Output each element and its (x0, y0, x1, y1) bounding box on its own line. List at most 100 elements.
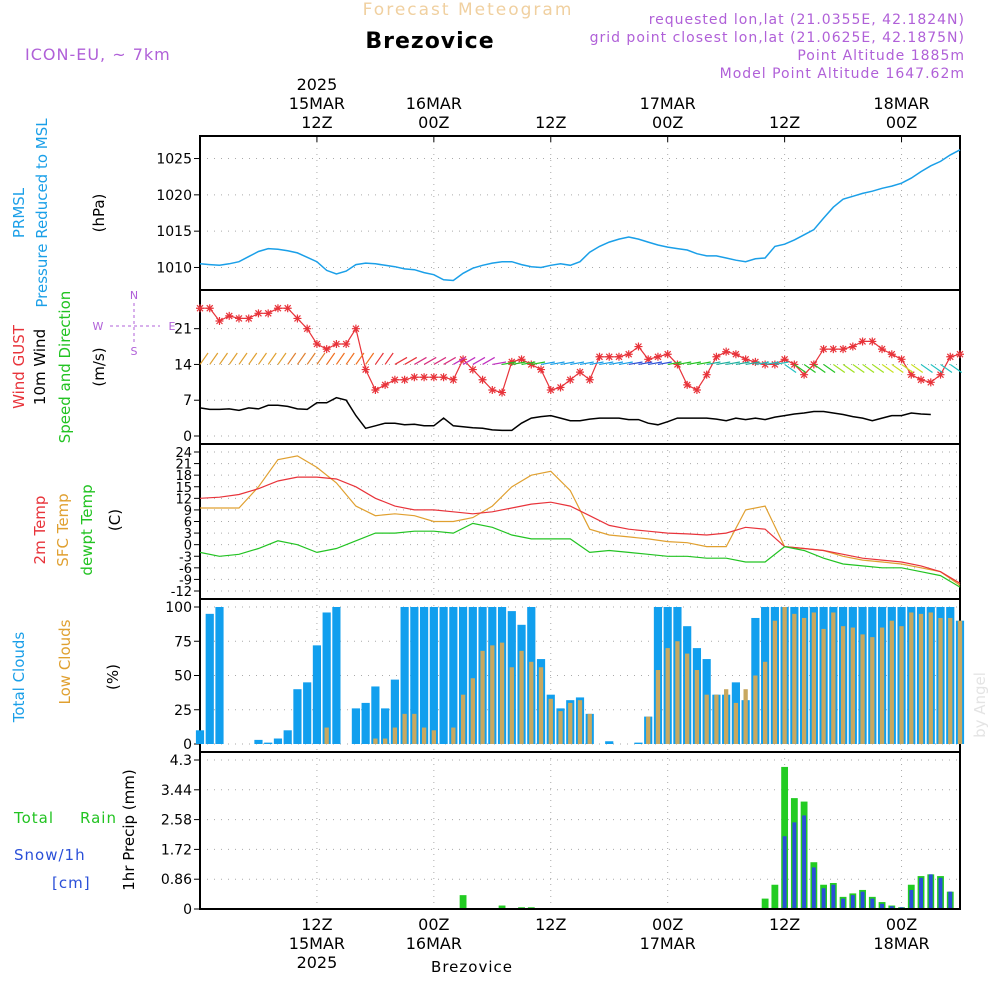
cloud-unit: (%) (104, 664, 122, 690)
low-cloud-bar (480, 650, 485, 744)
top-time-label: 12Z (301, 113, 332, 132)
low-cloud-bar (519, 650, 524, 744)
bottom-time-label: 12Z (301, 915, 332, 934)
low-cloud-bar (382, 738, 388, 744)
point-altitude: Point Altitude 1885m (797, 48, 965, 64)
wind-arrow (823, 363, 836, 373)
wind-arrow (589, 361, 604, 366)
wind-arrow (374, 352, 384, 365)
wind-arrow (209, 352, 219, 365)
gust-marker (215, 317, 224, 325)
gust-marker (605, 352, 614, 361)
wind-arrow (423, 356, 437, 365)
snow-bar (928, 874, 933, 909)
gust-marker (244, 314, 253, 323)
total-cloud-bar (293, 689, 302, 744)
wind-dir-label: Speed and Direction (56, 291, 74, 444)
wind-arrow (501, 361, 516, 366)
wind-arrow (394, 356, 408, 365)
top-time-label: 16MAR (406, 94, 462, 113)
gust-marker (576, 368, 584, 377)
temp-ytick-label: 6 (184, 516, 192, 531)
total-cloud-bar (273, 738, 283, 744)
total-clouds-label: Total Clouds (10, 632, 28, 724)
low-cloud-bar (821, 628, 826, 744)
total-cloud-bar (264, 742, 273, 744)
wind-arrow (433, 356, 447, 365)
gust-marker (780, 355, 789, 364)
gust-marker (741, 355, 750, 364)
sfc-label: SFC Temp (54, 493, 72, 566)
wind-arrow (550, 361, 565, 366)
temp-unit: (C) (106, 509, 124, 531)
low-cloud-bar (499, 642, 505, 744)
low-cloud-bar (675, 641, 680, 744)
compass-e: E (169, 320, 176, 333)
low-cloud-bar (801, 617, 807, 744)
wind-arrow (687, 361, 702, 366)
low-cloud-bar (431, 730, 436, 744)
wind-arrow (257, 352, 267, 365)
wind-arrow (492, 361, 507, 366)
wind-arrow (248, 352, 258, 365)
wind-arrow (862, 363, 875, 373)
gust-marker (809, 360, 818, 369)
precip-unit: 1hr Precip (mm) (120, 769, 138, 890)
bottom-time-label: 12Z (535, 915, 566, 934)
snow-bar (889, 906, 894, 909)
wind-arrow (832, 363, 846, 373)
footer-location: Brezovice (431, 958, 513, 976)
wind-arrow (579, 361, 594, 366)
wind-arrow (531, 361, 546, 366)
total-cloud-bar (468, 607, 477, 744)
prmsl-label: PRMSL (10, 187, 28, 238)
low-cloud-bar (558, 711, 563, 744)
wind-arrow (482, 356, 495, 365)
gust-marker (848, 342, 857, 351)
top-time-label: 12Z (769, 113, 800, 132)
rain-bar (771, 884, 779, 909)
low-cloud-bar (412, 713, 417, 744)
clouds-ytick-label: 0 (183, 737, 192, 753)
wind-panel-labels: Wind GUST 10m Wind Speed and Direction (… (10, 289, 176, 443)
gust-marker (312, 340, 321, 348)
temp-ytick-label: -12 (171, 585, 192, 600)
bottom-time-label: 00Z (418, 915, 449, 934)
gust-marker (663, 350, 672, 359)
gust-marker (254, 309, 263, 318)
temp-ytick-label: 3 (184, 527, 192, 542)
low-cloud-bar (938, 617, 943, 744)
bottom-time-label: 17MAR (640, 934, 696, 953)
temp-ytick-label: -6 (179, 562, 192, 577)
wind-arrow (443, 356, 457, 365)
pressure-panel-labels: PRMSL Pressure Reduced to MSL (hPa) (10, 118, 108, 308)
wind-arrow (326, 352, 336, 365)
wind-arrow (365, 352, 375, 365)
gust-marker (887, 350, 896, 359)
top-time-label: 00Z (418, 113, 449, 132)
low-cloud-bar (753, 675, 758, 744)
wind-arrow (794, 363, 807, 373)
wind-arrow (453, 356, 466, 365)
gust-marker (517, 355, 526, 364)
total-cloud-bar (381, 708, 390, 744)
gust-marker (390, 375, 399, 384)
temp-ytick-label: 9 (184, 504, 192, 519)
total-cloud-bar (634, 742, 643, 744)
gust-marker (858, 337, 867, 346)
low-cloud-bar (451, 727, 456, 744)
precip-panel-labels: Total Rain Snow/1h [cm] 1hr Precip (mm) (13, 769, 138, 892)
gust-marker (205, 304, 214, 313)
wind-arrow (228, 352, 238, 365)
gust-marker (322, 345, 331, 354)
wind-unit: (m/s) (90, 347, 108, 386)
gust-marker (351, 324, 360, 333)
total-cloud-bar (458, 607, 468, 744)
wind-arrow (648, 361, 663, 366)
gust-marker (478, 375, 487, 384)
low-cloud-bar (529, 661, 534, 744)
gust-marker (293, 314, 302, 323)
low-cloud-bar (714, 694, 719, 744)
wind-arrow (414, 356, 427, 365)
gust-marker (225, 311, 234, 320)
